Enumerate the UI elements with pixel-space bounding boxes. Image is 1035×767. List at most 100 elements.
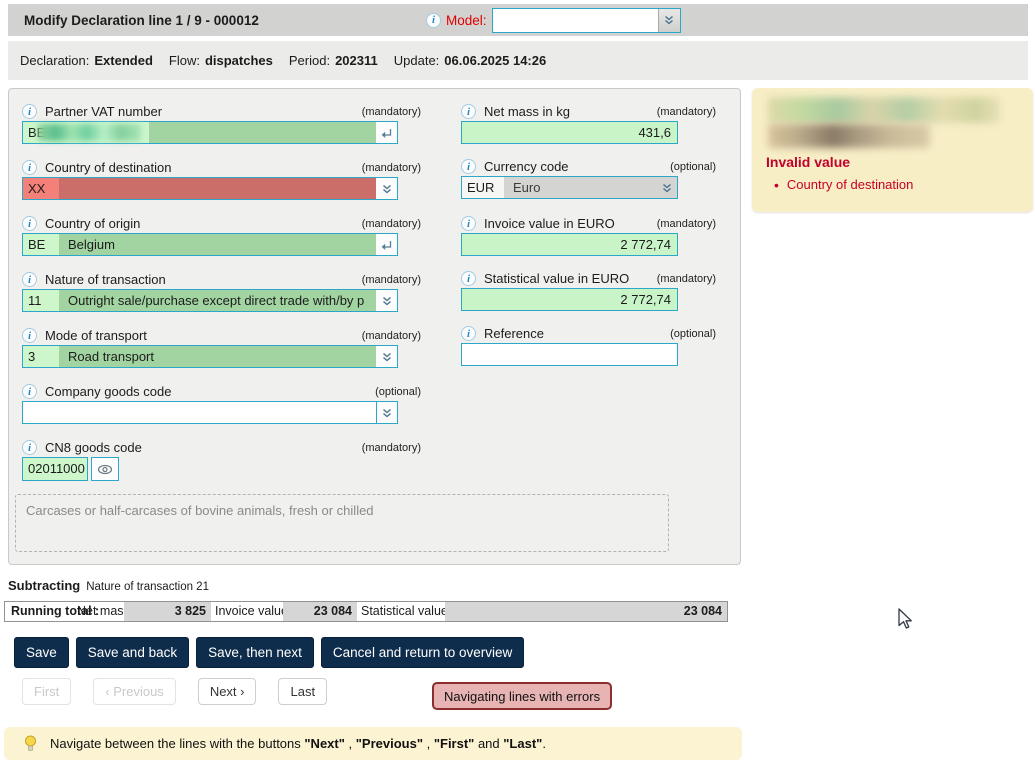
invoice-value-input[interactable]: 2 772,74 [461, 233, 678, 256]
info-icon[interactable]: i [22, 328, 37, 343]
cancel-return-overview-button[interactable]: Cancel and return to overview [320, 637, 525, 668]
save-and-back-button[interactable]: Save and back [75, 637, 190, 668]
info-icon[interactable]: i [426, 12, 441, 28]
field-mode-of-transport: i Mode of transport (mandatory) 3 Road t… [22, 327, 421, 368]
model-group: i Model: [426, 4, 681, 36]
save-button[interactable]: Save [14, 637, 69, 668]
net-mass-total-value: 3 825 [124, 602, 211, 621]
info-icon[interactable]: i [461, 159, 476, 174]
field-country-of-destination: i Country of destination (mandatory) XX [22, 159, 421, 200]
next-button[interactable]: Next › [197, 678, 257, 705]
subtracting-note: Subtracting Nature of transaction 21 [8, 578, 209, 593]
cn8-description-box: Carcases or half-carcases of bovine anim… [15, 494, 669, 552]
declaration-line-form: i Partner VAT number (mandatory) BE i Co… [8, 88, 741, 565]
field-label: Partner VAT number [45, 104, 163, 119]
field-partner-vat-number: i Partner VAT number (mandatory) BE [22, 103, 421, 144]
navigate-lines-with-errors-button[interactable]: Navigating lines with errors [432, 682, 613, 710]
field-label: Company goods code [45, 384, 172, 399]
country-destination-select[interactable]: XX [22, 177, 398, 200]
requirement-label: (mandatory) [656, 217, 716, 230]
field-label: Country of origin [45, 216, 141, 231]
mouse-cursor [898, 608, 914, 630]
invoice-total-value: 23 084 [283, 602, 357, 621]
requirement-label: (optional) [670, 160, 716, 173]
field-label: CN8 goods code [45, 440, 142, 455]
info-icon[interactable]: i [461, 326, 476, 341]
chevron-down-icon[interactable] [376, 178, 397, 199]
currency-select[interactable]: EUR Euro [461, 176, 678, 199]
net-mass-input[interactable]: 431,6 [461, 121, 678, 144]
declaration-meta-bar: Declaration: Extended Flow: dispatches Per… [8, 41, 1028, 80]
previous-button[interactable]: ‹ Previous [93, 678, 176, 705]
last-button[interactable]: Last [278, 678, 328, 705]
tip-bar: Navigate between the lines with the butt… [4, 727, 742, 760]
lightbulb-icon [24, 735, 37, 753]
save-then-next-button[interactable]: Save, then next [196, 637, 314, 668]
field-currency-code: i Currency code (optional) EUR Euro [461, 158, 716, 199]
meta-update: Update: 06.06.2025 14:26 [393, 53, 547, 68]
requirement-label: (mandatory) [361, 161, 421, 174]
field-statistical-value: i Statistical value in EURO (mandatory) … [461, 270, 716, 311]
info-icon[interactable]: i [22, 160, 37, 175]
chevron-down-icon[interactable] [376, 402, 397, 423]
bullet-icon: • [774, 176, 779, 193]
info-icon[interactable]: i [461, 104, 476, 119]
statistical-total-value: 23 084 [445, 602, 727, 621]
field-nature-of-transaction: i Nature of transaction (mandatory) 11 O… [22, 271, 421, 312]
info-icon[interactable]: i [22, 384, 37, 399]
field-label: Currency code [484, 159, 569, 174]
net-mass-total-label: Net mass: [77, 604, 134, 618]
info-icon[interactable]: i [22, 272, 37, 287]
info-icon[interactable]: i [461, 216, 476, 231]
requirement-label: (mandatory) [656, 272, 716, 285]
running-total-label: Running total : [11, 604, 100, 618]
statistical-value-input[interactable]: 2 772,74 [461, 288, 678, 311]
reference-input[interactable] [461, 343, 678, 366]
field-label: Mode of transport [45, 328, 147, 343]
model-select-value[interactable] [492, 8, 658, 32]
field-label: Reference [484, 326, 544, 341]
country-origin-input[interactable]: BE Belgium [22, 233, 398, 256]
requirement-label: (optional) [670, 327, 716, 340]
info-icon[interactable]: i [22, 440, 37, 455]
requirement-label: (optional) [375, 385, 421, 398]
field-company-goods-code: i Company goods code (optional) [22, 383, 421, 424]
meta-flow: Flow: dispatches [168, 53, 273, 68]
chevron-down-icon[interactable] [376, 346, 397, 367]
requirement-label: (mandatory) [361, 217, 421, 230]
chevron-down-icon[interactable] [656, 177, 677, 198]
nature-transaction-select[interactable]: 11 Outright sale/purchase except direct … [22, 289, 398, 312]
first-button[interactable]: First [22, 678, 72, 705]
requirement-label: (mandatory) [361, 273, 421, 286]
model-label: Model: [446, 12, 487, 28]
company-goods-code-select[interactable] [22, 401, 398, 424]
meta-period: Period: 202311 [288, 53, 378, 68]
info-icon[interactable]: i [22, 104, 37, 119]
line-pagination: First ‹ Previous Next › Last [22, 678, 328, 705]
validation-error-panel: Invalid value • Country of destination [752, 88, 1033, 212]
model-select[interactable] [491, 7, 681, 33]
field-reference: i Reference (optional) [461, 325, 716, 366]
lookup-arrow-icon[interactable] [376, 122, 397, 143]
info-icon[interactable]: i [22, 216, 37, 231]
chevron-down-icon[interactable] [657, 8, 680, 32]
meta-declaration: Declaration: Extended [20, 53, 153, 68]
field-label: Invoice value in EURO [484, 216, 615, 231]
partner-vat-input[interactable]: BE [22, 121, 398, 144]
mode-transport-select[interactable]: 3 Road transport [22, 345, 398, 368]
field-country-of-origin: i Country of origin (mandatory) BE Belgi… [22, 215, 421, 256]
info-icon[interactable]: i [461, 271, 476, 286]
field-net-mass: i Net mass in kg (mandatory) 431,6 [461, 103, 716, 144]
cn8-code-input[interactable]: 02011000 [22, 457, 88, 481]
eye-icon[interactable] [91, 457, 119, 481]
running-total-bar: Running total : Net mass: 3 825 Invoice … [4, 601, 728, 622]
lookup-arrow-icon[interactable] [376, 234, 397, 255]
field-label: Country of destination [45, 160, 172, 175]
requirement-label: (mandatory) [656, 105, 716, 118]
invoice-total-label: Invoice value: [215, 604, 292, 618]
field-label: Nature of transaction [45, 272, 166, 287]
redacted-info-line-1 [768, 97, 1000, 123]
redacted-info-line-2 [768, 124, 930, 148]
chevron-down-icon[interactable] [376, 290, 397, 311]
statistical-total-label: Statistical value: [361, 604, 452, 618]
